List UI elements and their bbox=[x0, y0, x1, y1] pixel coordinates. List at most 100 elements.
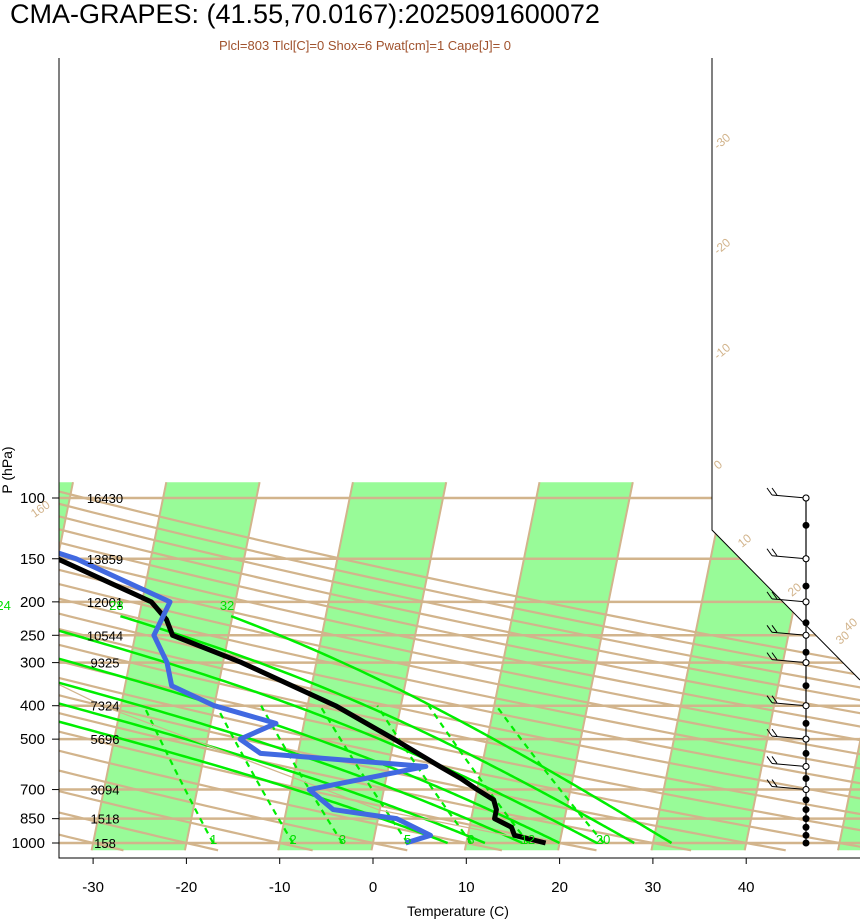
moist-adiabat bbox=[59, 614, 486, 845]
mixing-ratio-label: 3 bbox=[339, 832, 346, 847]
temperature-band-label: -10 bbox=[711, 340, 734, 362]
dry-adiabat bbox=[59, 481, 503, 852]
dry-adiabat bbox=[59, 481, 860, 852]
wind-barb bbox=[766, 624, 773, 633]
wind-dot bbox=[802, 582, 810, 590]
mixing-ratio-label: 2 bbox=[290, 832, 297, 847]
temperature-tick-label: 20 bbox=[551, 879, 568, 896]
mixing-ratio-labels: 1 2 3 5 8 12 20 bbox=[210, 832, 610, 847]
temperature-axis: -30 -20 -10 0 10 20 30 40 bbox=[82, 858, 755, 896]
mixing-ratio-line bbox=[495, 705, 605, 844]
dewpoint-line bbox=[59, 495, 434, 846]
dry-adiabat bbox=[59, 481, 860, 852]
pressure-tick-label: 500 bbox=[20, 731, 45, 748]
pressure-tick-label: 1000 bbox=[12, 835, 45, 852]
dry-adiabat-label: 150 bbox=[0, 497, 3, 520]
temperature-band-label: 20 bbox=[785, 580, 804, 600]
parcel-line bbox=[59, 622, 546, 844]
wind-station-circle bbox=[802, 598, 810, 606]
wind-barb bbox=[766, 779, 773, 787]
pressure-tick-label: 300 bbox=[20, 655, 45, 672]
wind-dot bbox=[802, 682, 810, 690]
wind-dot bbox=[802, 648, 810, 656]
wind-barb bbox=[771, 762, 807, 767]
mixing-ratio-label: 5 bbox=[404, 832, 411, 847]
wind-profile bbox=[766, 487, 810, 847]
mixing-ratio-line bbox=[427, 705, 530, 844]
mixing-ratio-line bbox=[142, 705, 215, 844]
wind-barb bbox=[771, 598, 807, 603]
dry-adiabat bbox=[59, 481, 860, 852]
pressure-tick-label: 100 bbox=[20, 490, 45, 507]
wind-station-circle bbox=[802, 631, 810, 639]
temperature-tick-label: 0 bbox=[369, 879, 377, 896]
plot-area bbox=[59, 481, 860, 852]
wind-dot bbox=[802, 796, 810, 804]
dry-adiabat bbox=[59, 481, 408, 852]
chart-subtitle: Plcl=803 Tlcl[C]=0 Shox=6 Pwat[cm]=1 Cap… bbox=[219, 38, 511, 53]
height-label: 10544 bbox=[87, 628, 123, 643]
dry-adiabat bbox=[59, 481, 313, 852]
dry-adiabat bbox=[59, 481, 860, 852]
temperature-band-label: -20 bbox=[711, 235, 734, 257]
wind-barb bbox=[771, 786, 807, 791]
pressure-tick-label: 850 bbox=[20, 811, 45, 828]
temperature-tick-label: 10 bbox=[458, 879, 475, 896]
wind-barb bbox=[771, 756, 778, 764]
mixing-ratio-lines bbox=[142, 705, 605, 844]
height-label: 13859 bbox=[87, 552, 123, 567]
wind-barb bbox=[771, 779, 778, 787]
wind-barb bbox=[771, 591, 778, 600]
mixing-ratio-label: 1 bbox=[210, 832, 217, 847]
height-label: 12001 bbox=[87, 595, 123, 610]
temperature-tick-label: 40 bbox=[738, 879, 755, 896]
wind-barb bbox=[771, 494, 807, 499]
dry-adiabat bbox=[59, 481, 860, 852]
dry-adiabat bbox=[59, 481, 860, 852]
wind-station-circle bbox=[802, 702, 810, 710]
wind-barb bbox=[771, 631, 807, 636]
moist-adiabat bbox=[120, 614, 635, 845]
wind-station-circle bbox=[802, 735, 810, 743]
pressure-axis: 100 150 200 250 300 400 500 700 850 1000 bbox=[12, 490, 59, 852]
wind-barb bbox=[771, 735, 807, 740]
isotherm-line bbox=[650, 482, 728, 851]
isotherm-line bbox=[90, 482, 168, 851]
wind-station-circle bbox=[802, 762, 810, 770]
pressure-tick-label: 150 bbox=[20, 551, 45, 568]
wind-dot bbox=[802, 831, 810, 839]
moist-adiabat-labels: 8121620242832 bbox=[0, 598, 234, 613]
wind-dot bbox=[802, 719, 810, 727]
isotherm-line bbox=[557, 482, 634, 851]
wind-barb bbox=[771, 728, 778, 737]
temperature-band-label: 0 bbox=[711, 457, 725, 472]
height-label: 7324 bbox=[91, 699, 120, 714]
dry-adiabat bbox=[59, 481, 860, 852]
height-label: 16430 bbox=[87, 491, 123, 506]
pressure-tick-label: 700 bbox=[20, 782, 45, 799]
wind-dot bbox=[802, 749, 810, 757]
parcel-path bbox=[59, 622, 546, 844]
wind-station-circle bbox=[802, 555, 810, 563]
wind-dot bbox=[802, 774, 810, 782]
wind-barb bbox=[771, 548, 778, 557]
wind-station-circle bbox=[802, 659, 810, 667]
dry-adiabat bbox=[59, 481, 597, 852]
plot-frame-right bbox=[711, 58, 860, 681]
temperature-line bbox=[59, 495, 547, 846]
wind-barb bbox=[766, 756, 773, 764]
isotherm-line bbox=[837, 482, 860, 851]
height-label: 5696 bbox=[91, 732, 120, 747]
temperature-tick-label: -20 bbox=[176, 879, 198, 896]
pressure-tick-label: 400 bbox=[20, 698, 45, 715]
dry-adiabat bbox=[59, 481, 860, 852]
wind-barb bbox=[771, 695, 778, 704]
wind-dot bbox=[802, 521, 810, 529]
dry-adiabat bbox=[59, 481, 860, 852]
wind-barb bbox=[766, 728, 773, 737]
wind-barb bbox=[771, 659, 807, 664]
pressure-tick-label: 250 bbox=[20, 627, 45, 644]
y-axis-title: P (hPa) bbox=[0, 446, 15, 493]
wind-dot bbox=[802, 806, 810, 814]
wind-barb bbox=[766, 487, 773, 496]
